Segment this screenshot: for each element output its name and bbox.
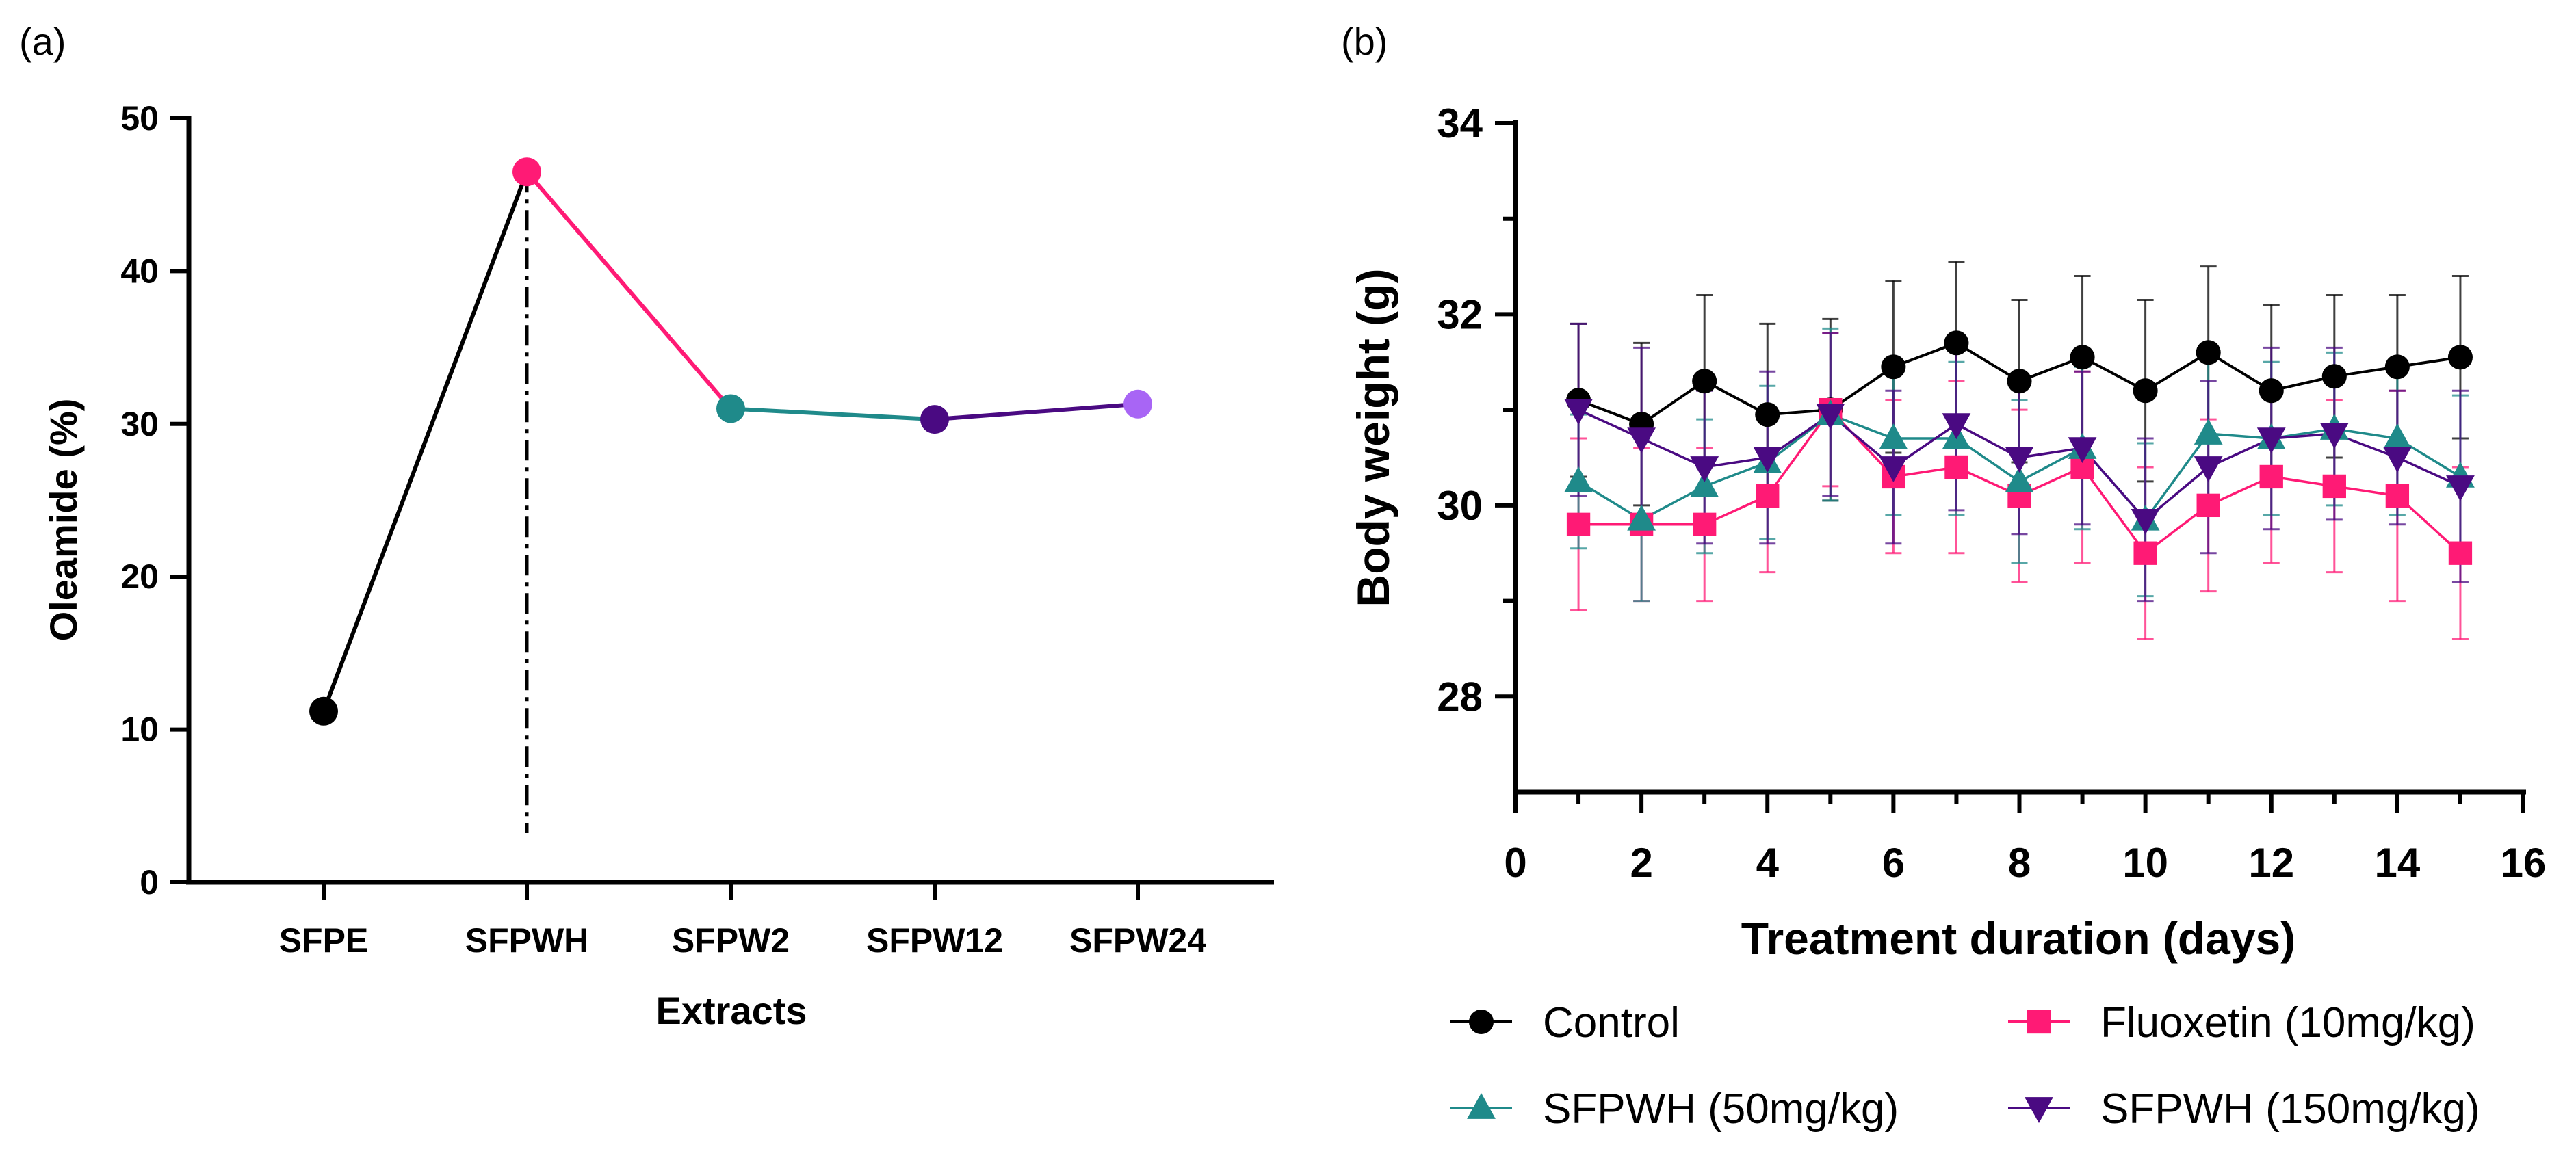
legend-marker-sfpwh-150mg-kg — [2025, 1097, 2053, 1123]
panel-a-chart: (a) Oleamide (%) Extracts 0 10 20 30 40 50 SFP… — [19, 20, 1274, 1032]
legend-label: Control — [1543, 999, 1680, 1046]
panel-b-point-control — [2196, 340, 2221, 365]
panel-b-point-control — [1692, 369, 1717, 394]
panel-b-point-sfpwh-150mg-kg — [1627, 427, 1656, 454]
panel-b-point-sfpwh-150mg-kg — [2131, 508, 2160, 535]
panel-b-point-fluoxetin-10mg-kg — [1756, 484, 1780, 508]
panel-b-point-sfpwh-150mg-kg — [1564, 399, 1593, 425]
panel-b-point-control — [2384, 354, 2410, 380]
panel-b-ytick-label: 32 — [1437, 291, 1483, 337]
legend-item-control: Control — [1450, 999, 1680, 1046]
panel-b-point-sfpwh-150mg-kg — [2194, 456, 2223, 482]
panel-b-xtick-label: 8 — [2008, 840, 2031, 886]
panel-a-ylabel: Oleamide (%) — [42, 399, 85, 642]
panel-a-point-sfpw12 — [920, 405, 949, 434]
panel-b-point-fluoxetin-10mg-kg — [2322, 474, 2346, 499]
panel-a-ytick-label: 40 — [120, 252, 159, 290]
panel-b-point-control — [2070, 345, 2095, 370]
legend-item-fluoxetin-10mg-kg: Fluoxetin (10mg/kg) — [2008, 999, 2475, 1046]
panel-a-ytick-label: 20 — [120, 557, 159, 596]
panel-b-point-control — [2447, 345, 2473, 370]
panel-b-point-fluoxetin-10mg-kg — [2385, 484, 2410, 508]
panel-a-ytick-label: 30 — [120, 405, 159, 443]
panel-a-line-segment — [730, 406, 935, 422]
panel-a-xtick-label: SFPW12 — [866, 921, 1003, 960]
panel-b-xtick-label: 12 — [2248, 840, 2294, 886]
panel-b-point-fluoxetin-10mg-kg — [1693, 512, 1717, 536]
panel-a-line-segment — [525, 170, 733, 410]
panel-a-xtick-label: SFPW2 — [672, 921, 790, 960]
panel-b-xlabel: Treatment duration (days) — [1741, 913, 2295, 964]
panel-b-chart: (b) Body weight (g) Treatment duration (… — [1341, 20, 2546, 1133]
legend-marker-control — [1468, 1009, 1494, 1035]
panel-a-line-segment — [322, 171, 529, 712]
panel-a-point-sfpe — [309, 696, 338, 726]
panel-b-point-sfpwh-150mg-kg — [1942, 413, 1971, 440]
panel-b-legend: Control Fluoxetin (10mg/kg) SFPWH (50mg/kg… — [1450, 999, 2480, 1133]
panel-b-point-sfpwh-150mg-kg — [2068, 437, 2097, 464]
panel-b-point-fluoxetin-10mg-kg — [1944, 455, 1968, 479]
panel-b-point-sfpwh-50mg-kg — [1564, 466, 1593, 492]
panel-a-xtick-label: SFPE — [279, 921, 369, 960]
panel-b-xtick-label: 6 — [1882, 840, 1905, 886]
panel-b-xtick-label: 14 — [2375, 840, 2421, 886]
panel-b-point-sfpwh-150mg-kg — [2256, 427, 2286, 454]
panel-b-point-sfpwh-50mg-kg — [2382, 423, 2412, 449]
panel-b-point-sfpwh-50mg-kg — [1627, 504, 1656, 531]
panel-b-point-control — [1944, 330, 1969, 356]
panel-a-xtick-label: SFPW24 — [1069, 921, 1206, 960]
panel-b-point-sfpwh-50mg-kg — [1879, 423, 1908, 449]
panel-b-point-sfpwh-150mg-kg — [2005, 447, 2034, 473]
panel-b-point-fluoxetin-10mg-kg — [2448, 541, 2473, 565]
panel-b-point-sfpwh-150mg-kg — [2319, 423, 2349, 449]
panel-b-xtick-label: 10 — [2122, 840, 2168, 886]
panel-b-point-fluoxetin-10mg-kg — [2259, 464, 2283, 489]
panel-b-point-fluoxetin-10mg-kg — [2196, 493, 2220, 518]
panel-b-xtick-label: 16 — [2501, 840, 2547, 886]
panel-b-point-control — [2259, 378, 2284, 404]
legend-marker-fluoxetin-10mg-kg — [2027, 1010, 2051, 1034]
panel-b-point-sfpwh-50mg-kg — [1690, 471, 1719, 497]
panel-a-ytick-label: 10 — [120, 711, 159, 749]
panel-b-point-control — [1881, 354, 1906, 380]
panel-b-point-sfpwh-150mg-kg — [1753, 447, 1782, 473]
panel-a-point-sfpw2 — [716, 394, 745, 423]
legend-item-sfpwh-150mg-kg: SFPWH (150mg/kg) — [2008, 1085, 2480, 1133]
panel-b-xtick-label: 0 — [1504, 840, 1526, 886]
legend-marker-sfpwh-50mg-kg — [1467, 1093, 1496, 1119]
panel-b-point-control — [2133, 378, 2158, 404]
panel-b-point-sfpwh-50mg-kg — [2194, 419, 2223, 445]
panel-b-point-fluoxetin-10mg-kg — [1566, 512, 1591, 536]
legend-label: SFPWH (150mg/kg) — [2100, 1085, 2480, 1133]
panel-b-ytick-label: 30 — [1437, 483, 1483, 529]
panel-b-point-fluoxetin-10mg-kg — [2133, 541, 2157, 565]
panel-b-point-control — [2007, 369, 2032, 394]
legend-label: SFPWH (50mg/kg) — [1543, 1085, 1899, 1133]
panel-a-line-segment — [934, 401, 1139, 422]
panel-b-point-control — [2321, 364, 2347, 389]
panel-b-ylabel: Body weight (g) — [1348, 269, 1398, 607]
panel-a-label: (a) — [19, 20, 66, 63]
legend-label: Fluoxetin (10mg/kg) — [2100, 999, 2475, 1046]
panel-a-xtick-label: SFPWH — [465, 921, 589, 960]
panel-b-point-sfpwh-150mg-kg — [1816, 404, 1845, 430]
panel-b-xtick-label: 4 — [1756, 840, 1780, 886]
panel-b-point-sfpwh-150mg-kg — [1879, 456, 1908, 482]
panel-b-point-sfpwh-150mg-kg — [2382, 447, 2412, 473]
panel-b-label: (b) — [1341, 20, 1388, 63]
panel-b-point-sfpwh-150mg-kg — [1690, 456, 1719, 482]
panel-b-point-sfpwh-50mg-kg — [2005, 466, 2034, 492]
panel-a-xlabel: Extracts — [655, 989, 807, 1032]
legend-item-sfpwh-50mg-kg: SFPWH (50mg/kg) — [1450, 1085, 1899, 1133]
panel-a-point-sfpwh — [512, 157, 541, 187]
panel-b-ytick-label: 34 — [1437, 101, 1483, 146]
panel-b-point-control — [1755, 402, 1780, 427]
panel-a-ytick-label: 0 — [140, 863, 159, 901]
panel-a-ytick-label: 50 — [120, 99, 159, 137]
panel-a-point-sfpw24 — [1123, 389, 1152, 419]
panel-b-xtick-label: 2 — [1630, 840, 1652, 886]
panel-b-point-sfpwh-150mg-kg — [2446, 475, 2475, 501]
panel-b-ytick-label: 28 — [1437, 674, 1483, 720]
